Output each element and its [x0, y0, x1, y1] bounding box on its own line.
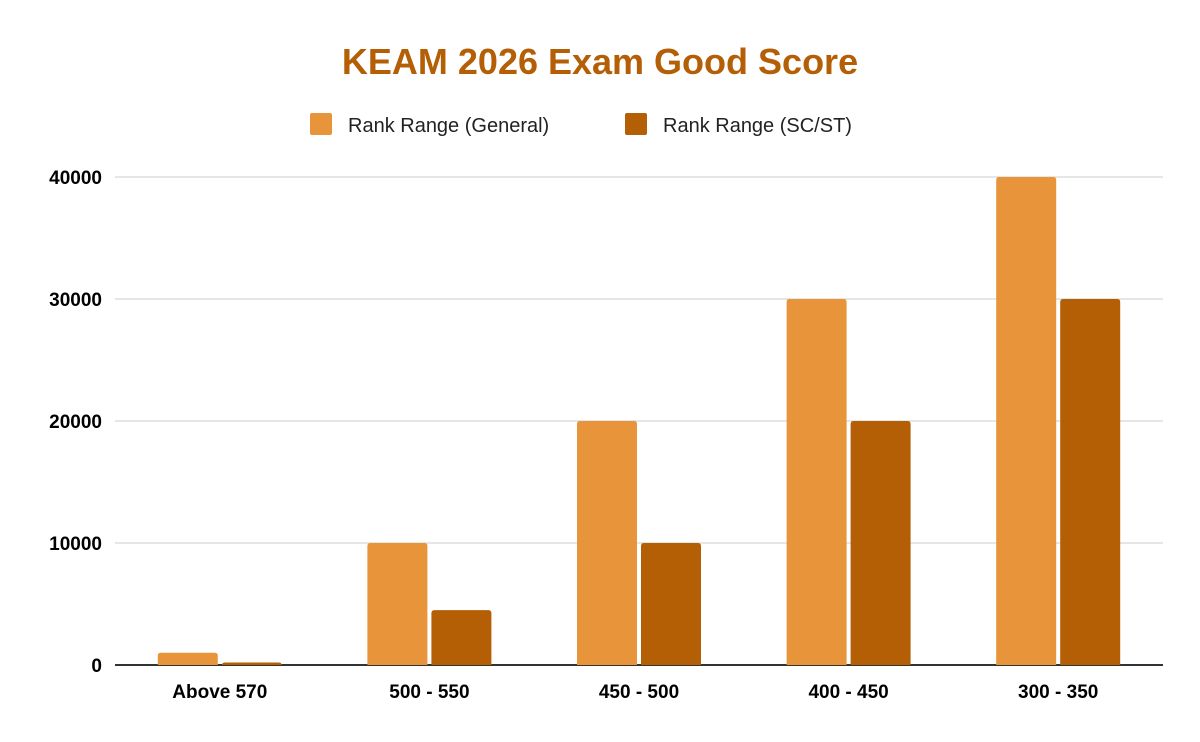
x-tick-label: 500 - 550	[389, 682, 469, 703]
bar	[577, 421, 637, 665]
bars	[157, 177, 1121, 666]
bar	[996, 177, 1057, 665]
bar	[221, 662, 282, 666]
y-axis-ticks: 0 10000 20000 30000 40000	[49, 168, 102, 677]
chart-title: KEAM 2026 Exam Good Score	[342, 41, 858, 82]
legend-swatch	[310, 113, 332, 135]
legend-swatch	[625, 113, 647, 135]
y-tick-label: 10000	[49, 534, 102, 555]
legend-label: Rank Range (SC/ST)	[663, 115, 852, 137]
bar	[367, 543, 428, 665]
bar	[431, 610, 492, 665]
x-tick-label: 450 - 500	[599, 682, 679, 703]
y-tick-label: 30000	[49, 290, 102, 311]
legend: Rank Range (General) Rank Range (SC/ST)	[310, 113, 852, 137]
legend-label: Rank Range (General)	[348, 115, 549, 137]
gridlines	[115, 176, 1163, 666]
bar	[1060, 299, 1121, 665]
y-tick-label: 20000	[49, 412, 102, 433]
x-tick-label: Above 570	[172, 682, 267, 703]
bar	[641, 543, 701, 665]
y-tick-label: 40000	[49, 168, 102, 189]
bar	[157, 652, 218, 665]
x-tick-label: 300 - 350	[1018, 682, 1098, 703]
x-tick-label: 400 - 450	[808, 682, 888, 703]
bar	[850, 421, 911, 665]
bar	[786, 299, 847, 665]
y-tick-label: 0	[91, 656, 102, 677]
x-axis-ticks: Above 570 500 - 550 450 - 500 400 - 450 300 …	[172, 682, 1098, 703]
